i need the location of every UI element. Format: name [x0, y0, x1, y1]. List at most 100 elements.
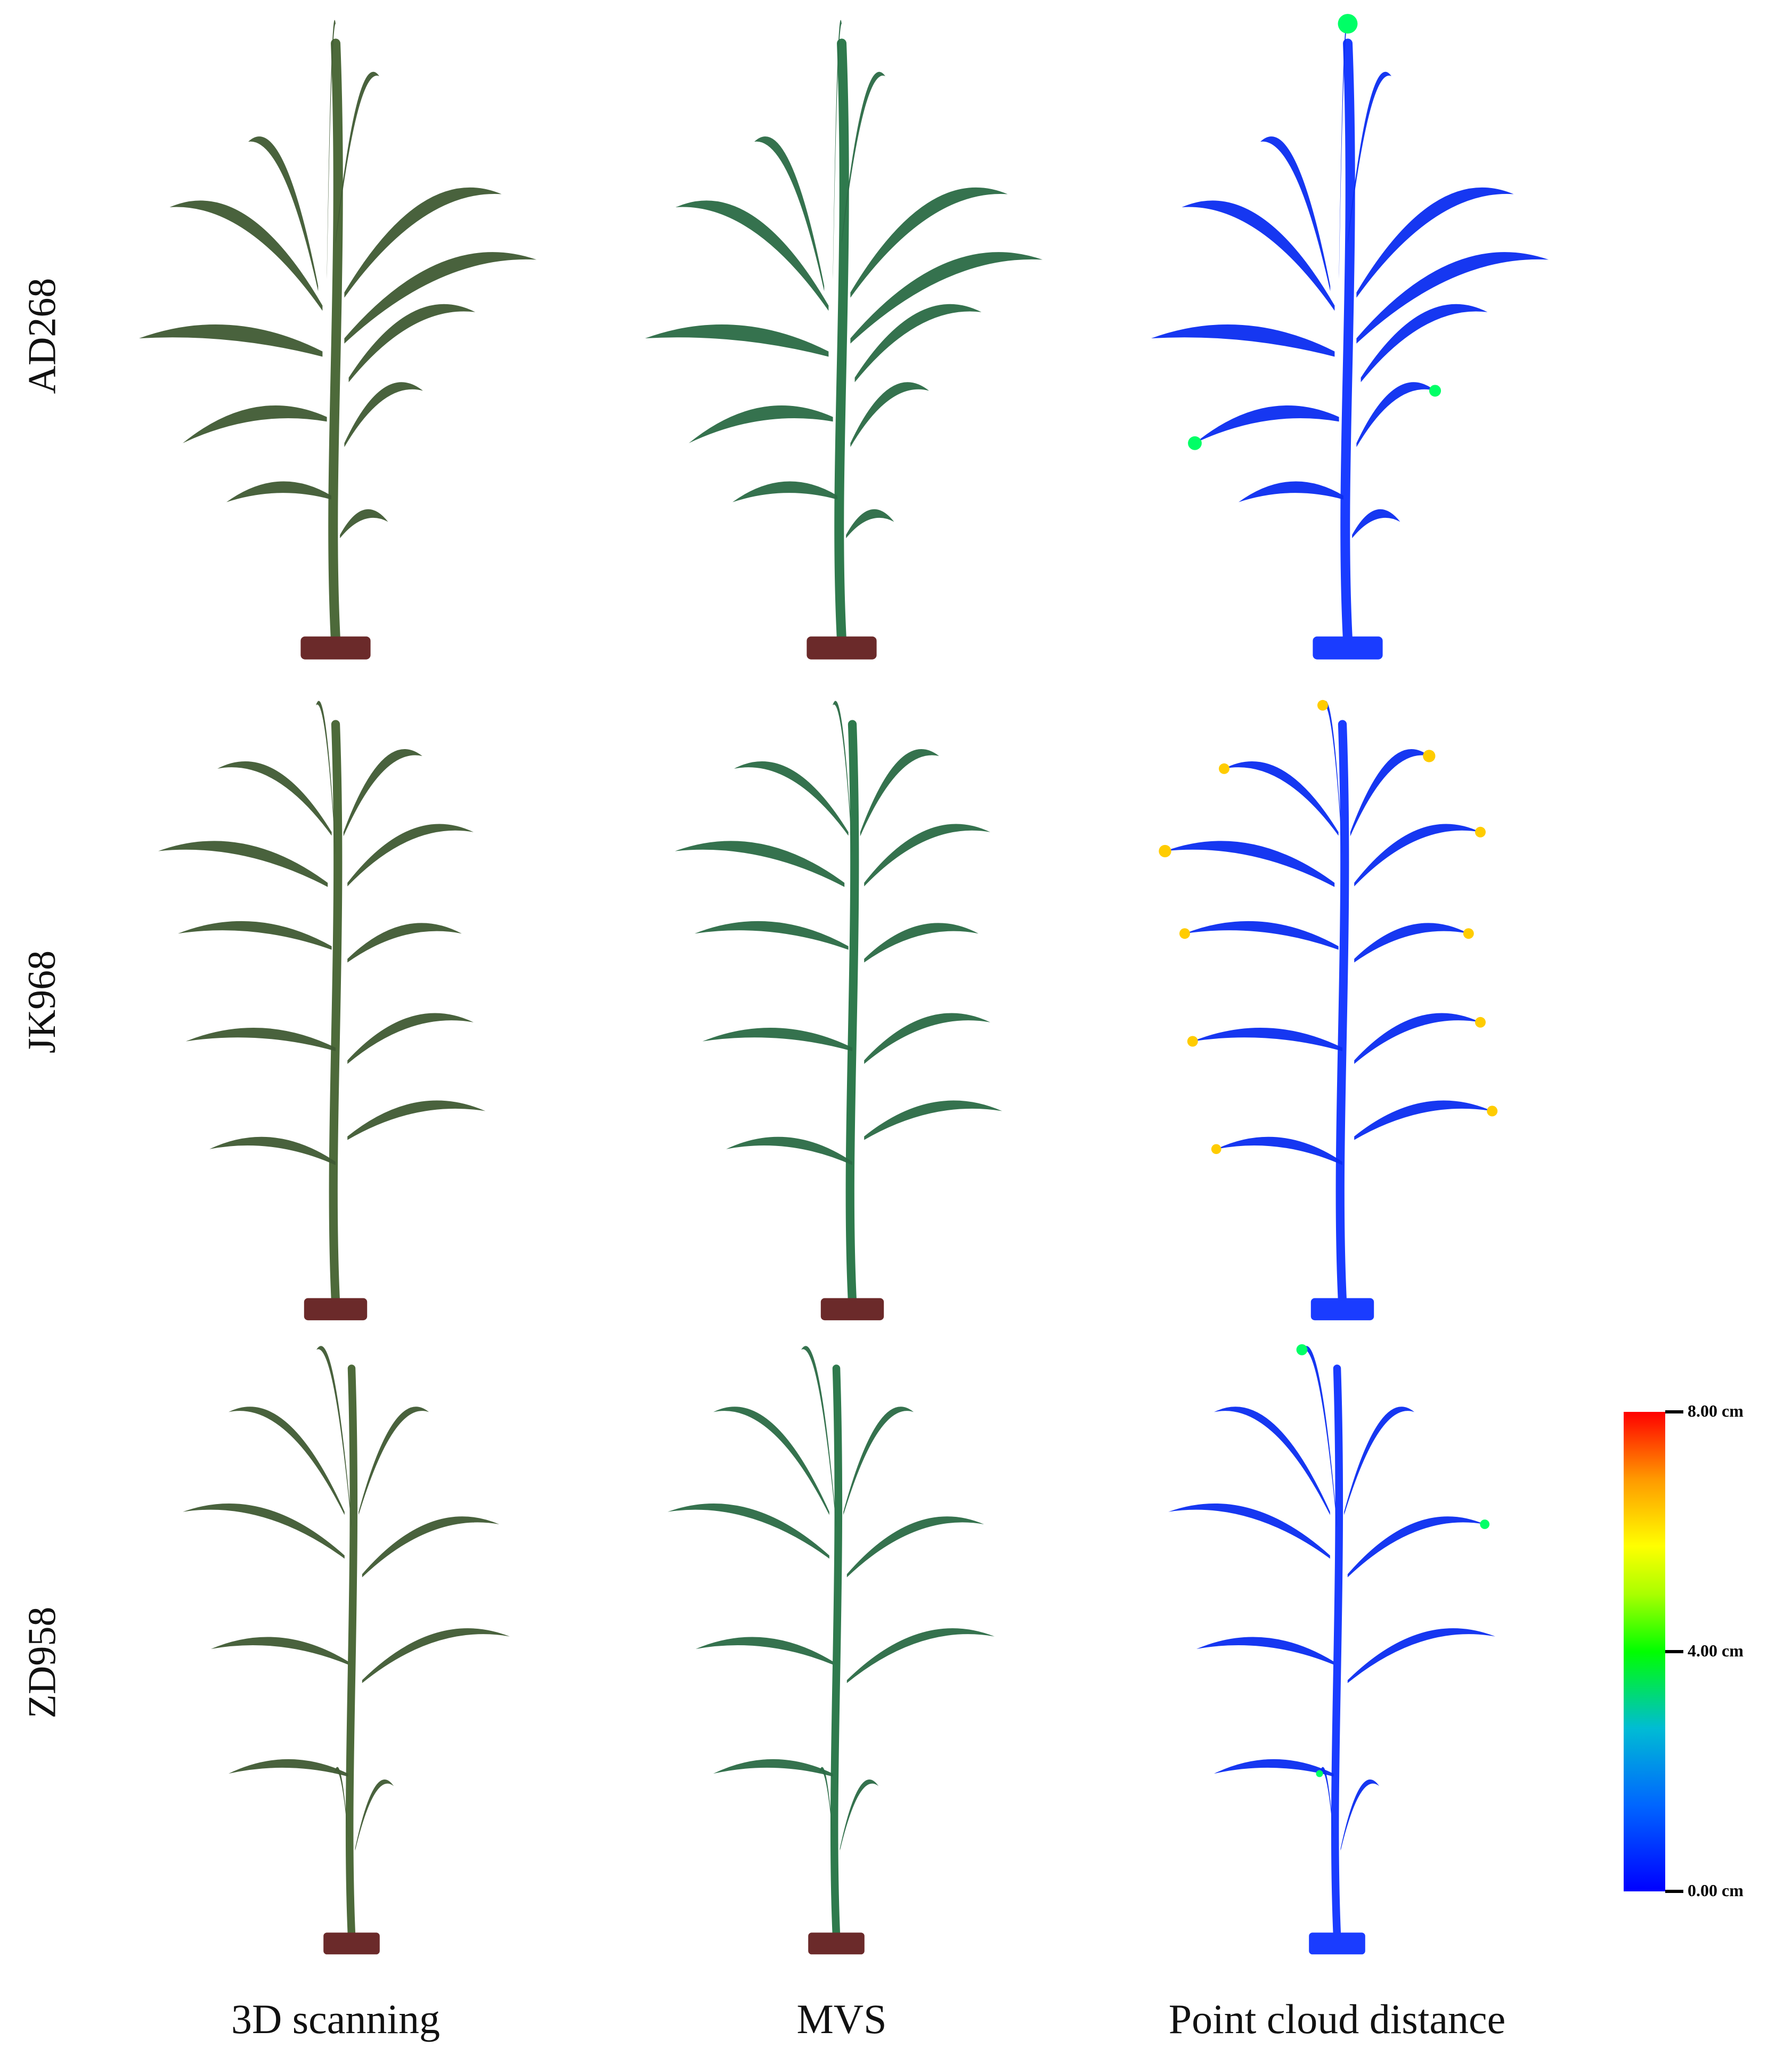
plant-leaf: [1356, 382, 1435, 448]
plant-leaf: [1352, 509, 1400, 539]
plant-leaf: [645, 324, 829, 357]
plant-leaf: [178, 921, 332, 950]
plant-stem: [329, 720, 343, 1306]
plant-leaf: [833, 701, 852, 855]
plant-leaf: [1192, 1027, 1342, 1052]
plant-pot: [1310, 1298, 1374, 1321]
plant-pot: [1313, 636, 1383, 660]
plant-leaf: [344, 187, 502, 298]
plant-leaf: [734, 761, 849, 836]
plant-leaf: [1216, 1136, 1342, 1165]
plant-pot: [808, 1932, 865, 1955]
plant-leaf: [1340, 1779, 1380, 1851]
plant-pot: [300, 636, 371, 660]
plant-leaf: [864, 1013, 990, 1064]
plant-leaf: [732, 481, 837, 502]
plant-leaf: [1182, 200, 1335, 311]
col-label-mvs: MVS: [796, 1996, 887, 2042]
distance-hotspot: [1317, 700, 1328, 711]
plant-leaf: [860, 749, 939, 836]
plant-leaf: [850, 187, 1008, 298]
distance-hotspot: [1187, 1036, 1198, 1047]
maize-plant-illustration: [139, 20, 537, 660]
panel-zd958-distance: [1161, 1337, 1513, 1961]
plant-leaf: [316, 701, 336, 855]
plant-leaf: [183, 1503, 345, 1559]
plant-leaf: [348, 304, 476, 383]
plant-leaf: [226, 481, 331, 502]
col-label-3d-scanning: 3D scanning: [231, 1996, 441, 2042]
distance-hotspot: [1296, 1344, 1308, 1355]
row-label-ad268: AD268: [20, 278, 64, 394]
plant-stem: [328, 38, 343, 645]
plant-leaf: [347, 824, 474, 887]
plant-stem: [845, 720, 859, 1306]
plant-leaf: [355, 1779, 394, 1851]
row-label-jk968: JK968: [20, 950, 64, 1053]
plant-leaf: [359, 1407, 429, 1515]
plant-leaf: [1350, 749, 1429, 836]
plant-pot: [323, 1932, 380, 1955]
distance-hotspot: [1475, 826, 1486, 838]
plant-leaf: [1195, 405, 1339, 443]
panel-ad268-distance: [1129, 11, 1566, 666]
tick-mid: [1665, 1650, 1683, 1653]
plant-leaf: [347, 1013, 474, 1064]
plant-leaf: [726, 1136, 852, 1165]
plant-leaf: [801, 1346, 836, 1528]
maize-plant-illustration: [158, 701, 486, 1321]
legend-min-label: 0.00 cm: [1688, 1881, 1744, 1900]
plant-leaf: [334, 1767, 348, 1839]
plant-leaf: [1354, 923, 1469, 963]
row-label-zd958: ZD958: [20, 1606, 64, 1718]
distance-hotspot: [1179, 928, 1190, 939]
plant-leaf: [1356, 187, 1514, 298]
plant-leaf: [344, 252, 537, 344]
plant-leaf: [819, 1767, 833, 1839]
maize-plant-illustration: [1168, 1344, 1495, 1955]
plant-leaf: [689, 405, 833, 443]
plant-leaf: [1214, 1759, 1334, 1777]
plant-leaf: [1302, 1346, 1337, 1528]
distance-hotspot: [1487, 1106, 1498, 1117]
plant-leaf: [1196, 1637, 1334, 1665]
maize-plant-illustration: [1159, 700, 1498, 1321]
plant-pot: [807, 636, 877, 660]
tick-max: [1665, 1410, 1683, 1413]
plant-leaf: [1348, 71, 1391, 244]
plant-leaf: [850, 252, 1043, 344]
plant-leaf: [1319, 1767, 1334, 1839]
plant-leaf: [1165, 841, 1335, 887]
plant-leaf: [362, 1628, 510, 1684]
plant-leaf: [336, 71, 379, 244]
distance-hotspot: [1211, 1144, 1221, 1155]
plant-leaf: [343, 749, 422, 836]
color-scale-bar: [1624, 1412, 1665, 1891]
plant-leaf: [169, 200, 323, 311]
distance-hotspot: [1463, 928, 1474, 939]
distance-hotspot: [1188, 436, 1202, 450]
plant-leaf: [340, 509, 388, 539]
panel-zd958-scan: [176, 1337, 527, 1961]
plant-leaf: [316, 1346, 352, 1528]
plant-leaf: [1224, 761, 1339, 836]
plant-leaf: [864, 923, 979, 963]
distance-hotspot: [1338, 14, 1358, 34]
plant-leaf: [139, 324, 323, 357]
plant-leaf: [158, 841, 328, 887]
plant-leaf: [229, 1407, 345, 1515]
plant-pot: [820, 1298, 884, 1321]
plant-leaf: [229, 1759, 348, 1777]
maize-plant-illustration: [1151, 14, 1549, 660]
plant-leaf: [217, 761, 332, 836]
distance-hotspot: [1480, 1519, 1490, 1529]
plant-leaf: [696, 1637, 833, 1665]
plant-stem: [834, 38, 849, 645]
plant-leaf: [1214, 1407, 1330, 1515]
plant-leaf: [209, 1136, 336, 1165]
plant-leaf: [864, 824, 990, 887]
plant-leaf: [675, 841, 845, 887]
plant-leaf: [185, 1027, 336, 1052]
plant-leaf: [1185, 921, 1339, 950]
